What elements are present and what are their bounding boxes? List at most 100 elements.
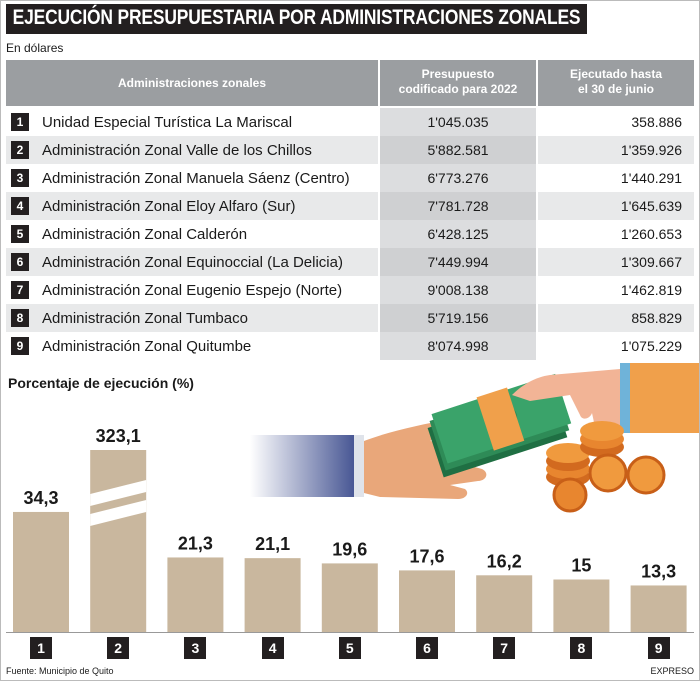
row-budget-cell [380, 248, 536, 276]
column-header-executed: Ejecutado hasta el 30 de junio [538, 67, 694, 97]
row-budget-cell [380, 136, 536, 164]
chart-title: Porcentaje de ejecución (%) [8, 375, 194, 391]
executed-value: 1'645.639 [620, 198, 682, 214]
executed-value: 1'075.229 [620, 338, 682, 354]
column-divider [536, 60, 538, 366]
bar-5 [321, 563, 378, 632]
axis-break-mark [90, 480, 147, 506]
table-row: 9 Administración Zonal Quitumbe 1'075.229 8… [6, 332, 694, 360]
table-row: 3 Administración Zonal Manuela Sáenz (Cen… [6, 164, 694, 192]
column-header-budget-line1: Presupuesto [421, 67, 495, 81]
budget-value: 6'428.125 [427, 226, 489, 242]
column-header-zones: Administraciones zonales [117, 76, 267, 90]
budget-value: 5'719.156 [427, 310, 489, 326]
chart-baseline [6, 632, 694, 633]
row-number-badge: 9 [11, 337, 29, 355]
zone-name: Administración Zonal Manuela Sáenz (Cent… [42, 170, 350, 187]
category-label: 8 [570, 637, 593, 659]
row-number-badge: 8 [11, 309, 29, 327]
executed-value: 1'462.819 [620, 282, 682, 298]
category-label: 9 [647, 637, 670, 659]
sleeve-left [250, 435, 362, 497]
axis-break-mark [90, 500, 147, 526]
zone-name: Administración Zonal Eloy Alfaro (Sur) [42, 198, 296, 215]
executed-value: 1'440.291 [620, 170, 682, 186]
executed-value: 358.886 [631, 114, 682, 130]
zone-name: Administración Zonal Valle de los Chillo… [42, 142, 312, 159]
bar-value-label: 21,1 [255, 534, 290, 554]
executed-value: 1'309.667 [620, 254, 682, 270]
zone-name: Administración Zonal Equinoccial (La Del… [42, 254, 343, 271]
zone-name: Administración Zonal Tumbaco [42, 310, 248, 327]
budget-value: 6'773.276 [427, 170, 489, 186]
page-title: EJECUCIÓN PRESUPUESTARIA POR ADMINISTRAC… [6, 4, 588, 34]
column-header-executed-line2: el 30 de junio [577, 82, 655, 96]
row-budget-cell [380, 276, 536, 304]
bar-value-label: 13,3 [641, 561, 676, 581]
zone-name: Administración Zonal Eugenio Espejo (Nor… [42, 282, 343, 299]
bar-value-label: 19,6 [332, 539, 367, 559]
table-row: 4 Administración Zonal Eloy Alfaro (Sur) 1… [6, 192, 694, 220]
brand-label: EXPRESO [650, 666, 694, 676]
bar-value-label: 323,1 [96, 426, 141, 446]
row-budget-cell [380, 164, 536, 192]
hand-left [364, 418, 498, 499]
column-header-executed-line1: Ejecutado hasta [569, 67, 663, 81]
category-label: 7 [493, 637, 516, 659]
column-divider [378, 60, 380, 366]
bar-3 [167, 557, 224, 632]
bar-value-label: 17,6 [409, 546, 444, 566]
bar-value-label: 34,3 [23, 488, 58, 508]
row-number-badge: 4 [11, 197, 29, 215]
category-label: 2 [107, 637, 130, 659]
table-header: Administraciones zonales Presupuesto cod… [6, 60, 694, 106]
zone-name: Administración Zonal Quitumbe [42, 338, 252, 355]
category-label: 3 [184, 637, 207, 659]
row-number-badge: 7 [11, 281, 29, 299]
row-number-badge: 5 [11, 225, 29, 243]
category-label: 1 [30, 637, 52, 659]
row-number-badge: 6 [11, 253, 29, 271]
column-header-budget-line2: codificado para 2022 [398, 82, 518, 96]
units-subtitle: En dólares [6, 41, 64, 55]
budget-value: 7'449.994 [427, 254, 489, 270]
source-note: Fuente: Municipio de Quito [6, 666, 114, 676]
row-number-badge: 3 [11, 169, 29, 187]
sleeve-right [628, 363, 700, 433]
table-row: 7 Administración Zonal Eugenio Espejo (No… [6, 276, 694, 304]
row-budget-cell [380, 304, 536, 332]
bar-6 [399, 570, 455, 632]
category-label: 4 [261, 637, 284, 659]
bar-value-label: 21,3 [178, 533, 213, 553]
bar-value-label: 15 [571, 556, 591, 576]
zone-name: Administración Zonal Calderón [42, 226, 248, 243]
bar-8 [553, 579, 610, 632]
bar-9 [630, 585, 687, 632]
executed-value: 858.829 [631, 310, 682, 326]
table-row: 2 Administración Zonal Valle de los Chill… [6, 136, 694, 164]
budget-value: 1'045.035 [427, 114, 489, 130]
budget-value: 9'008.138 [427, 282, 489, 298]
bar-value-label: 16,2 [487, 551, 522, 571]
table-row: 6 Administración Zonal Equinoccial (La De… [6, 248, 694, 276]
row-number-badge: 2 [11, 141, 29, 159]
executed-value: 1'359.926 [620, 142, 682, 158]
table-row: 1 Unidad Especial Turística La Mariscal 35… [6, 108, 694, 136]
bar-7 [476, 575, 533, 632]
category-label: 6 [416, 637, 438, 659]
executed-value: 1'260.653 [620, 226, 682, 242]
bar-2 [90, 450, 147, 632]
budget-value: 8'074.998 [427, 338, 489, 354]
category-label: 5 [338, 637, 361, 659]
execution-bar-chart: 34,3 323,1 21,3 21,1 19,6 17,6 16,2 15 13,3 [13, 426, 687, 632]
column-header-budget: Presupuesto codificado para 2022 [380, 67, 536, 97]
row-number-badge: 1 [11, 113, 29, 131]
budget-value: 7'781.728 [427, 198, 489, 214]
row-budget-cell [380, 192, 536, 220]
bar-4 [244, 558, 301, 632]
row-budget-cell [380, 108, 536, 136]
bar-1 [13, 511, 69, 632]
row-budget-cell [380, 332, 536, 360]
zone-name: Unidad Especial Turística La Mariscal [42, 114, 293, 131]
table-row: 5 Administración Zonal Calderón 1'260.653 6… [6, 220, 694, 248]
